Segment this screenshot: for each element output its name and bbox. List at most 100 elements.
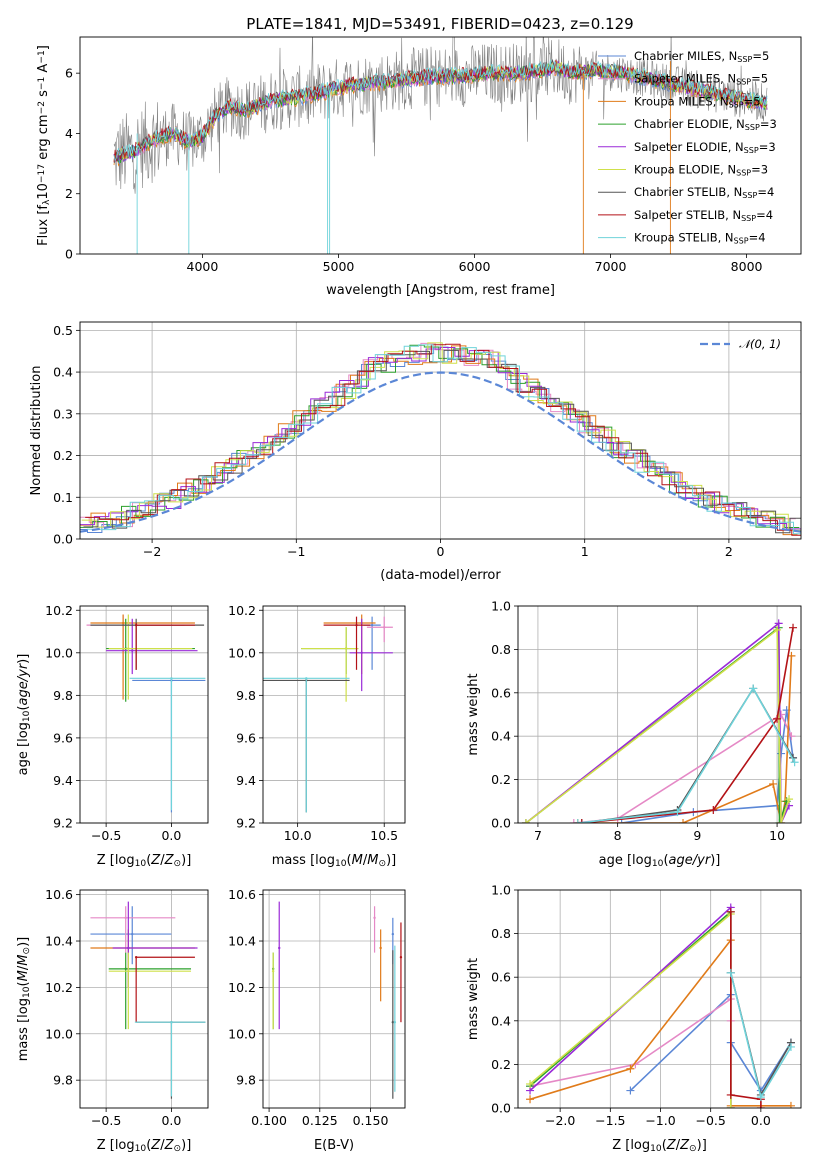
x-tick-label: 7 xyxy=(534,828,542,843)
x-tick-label: −2.0 xyxy=(545,1113,575,1128)
axes-border xyxy=(517,889,802,1109)
point-kroupa-stelib xyxy=(393,1020,397,1024)
legend-entry: Salpeter ELODIE, NSSP=3 xyxy=(634,140,776,155)
y-tick-label: 4 xyxy=(65,126,73,141)
weights-marker-salpeter-stelib xyxy=(773,714,782,723)
y-tick-label: 9.8 xyxy=(236,688,256,703)
point-kroupa-miles xyxy=(379,946,382,950)
y-tick-label: 9.4 xyxy=(53,773,73,788)
axes-frame: −0.5 0.0 9.2 9.4 9.6 9.8 10.0 10.2 xyxy=(45,603,209,843)
x-tick-label: 10.0 xyxy=(284,828,312,843)
axes-frame: −2 −1 0 1 2 0.0 0.1 0.2 0.3 0.4 0.5 xyxy=(53,321,802,559)
axes-frame: 10.0 10.5 9.2 9.4 9.6 9.8 10.0 10.2 xyxy=(228,603,406,843)
weights-line-kroupa-stelib xyxy=(577,686,796,823)
y-axis-label: mass [log10(M/M⊙)] xyxy=(16,937,32,1061)
x-axis-label: E(B-V) xyxy=(314,1138,354,1153)
plot-area xyxy=(86,614,206,813)
weights-line-salpeter-elodie xyxy=(525,621,790,823)
y-tick-label: 10.2 xyxy=(45,980,73,995)
legend-entry: 𝒩(0, 1) xyxy=(739,337,781,351)
x-axis-label: (data-model)/error xyxy=(380,568,501,583)
legend-entry: Chabrier MILES, NSSP=5 xyxy=(634,49,769,64)
normal-distribution-curve xyxy=(80,371,801,533)
axes-frame: −2.0 −1.5 −1.0 −0.5 0.0 0.0 0.2 0.4 0.6 0.8 1.0 xyxy=(491,883,802,1128)
weights-line-kroupa-elodie xyxy=(525,628,790,823)
y-tick-label: 10.0 xyxy=(45,645,73,660)
point-salpeter-stelib xyxy=(355,623,358,627)
x-tick-label: 10 xyxy=(769,828,785,843)
legend-entry: Kroupa ELODIE, NSSP=3 xyxy=(634,163,768,178)
y-axis-label: Normed distribution xyxy=(29,366,44,496)
x-tick-label: 0.0 xyxy=(161,1113,181,1128)
weights-marker-salpeter-stelib xyxy=(577,819,586,823)
spectrum-model-chabrier-stelib xyxy=(113,58,768,164)
axes-border xyxy=(79,605,209,824)
point-salpeter-elodie xyxy=(278,946,281,950)
y-tick-label: 10.4 xyxy=(45,934,73,949)
axes-border xyxy=(79,889,209,1109)
legend-entry: Salpeter MILES, NSSP=5 xyxy=(634,72,768,87)
weights-line-kroupa-miles xyxy=(577,655,793,823)
x-tick-label: 0.125 xyxy=(302,1113,338,1128)
weights-marker-kroupa-miles xyxy=(679,819,688,823)
plot-area xyxy=(80,342,801,536)
plot-area xyxy=(521,619,799,823)
point-chabrier-elodie xyxy=(124,967,127,971)
point-kroupa-elodie xyxy=(271,969,275,973)
point-salpeter-stelib xyxy=(399,956,403,959)
point-salpeter-stelib xyxy=(134,956,138,959)
point-salpeter-stelib xyxy=(134,623,138,627)
grid xyxy=(80,322,801,540)
y-tick-label: 0.6 xyxy=(491,970,511,985)
y-tick-label: 6 xyxy=(65,66,73,81)
y-tick-label: 1.0 xyxy=(491,883,511,898)
x-tick-label: 9 xyxy=(693,828,701,843)
residual-histogram-panel: −2 −1 0 1 2 0.0 0.1 0.2 0.3 0.4 0.5 (data-model)/er… xyxy=(29,321,802,583)
axes-frame: 4000 5000 6000 7000 8000 0 2 4 6 xyxy=(65,36,802,274)
x-tick-label: 0.0 xyxy=(161,828,181,843)
point-kroupa-elodie xyxy=(127,969,130,973)
point-chabrier-stelib xyxy=(391,1020,395,1024)
y-tick-label: 0.5 xyxy=(53,323,73,338)
y-tick-label: 0.4 xyxy=(53,365,73,380)
x-tick-label: 8 xyxy=(614,828,622,843)
weights-line-salpeter-stelib xyxy=(581,627,794,823)
y-tick-label: 2 xyxy=(65,186,73,201)
y-tick-label: 10.2 xyxy=(45,603,73,618)
y-tick-label: 0.8 xyxy=(491,642,511,657)
spectrum-model-kroupa-stelib xyxy=(113,59,768,163)
histogram-salpeter-stelib xyxy=(85,343,801,536)
y-tick-label: 0.0 xyxy=(491,816,511,831)
plot-area xyxy=(526,903,795,1108)
point-kroupa-miles xyxy=(121,621,125,625)
weights-marker-kroupa-elodie xyxy=(521,819,530,823)
axes-border xyxy=(517,605,802,824)
y-axis-label: mass weight xyxy=(466,673,481,755)
y-tick-label: 10.6 xyxy=(228,887,256,902)
age-vs-mass-panel: 10.0 10.5 9.2 9.4 9.6 9.8 10.0 10.2 mass [log10(… xyxy=(228,603,406,869)
x-tick-label: 0.0 xyxy=(751,1113,771,1128)
mass-vs-metallicity-panel: −0.5 0.0 9.8 10.0 10.2 10.4 10.6 Z [log10(Z/Z⊙)… xyxy=(16,887,209,1154)
y-tick-label: 0.2 xyxy=(53,448,73,463)
weights-marker-kroupa-stelib xyxy=(673,808,682,817)
x-tick-label: −0.5 xyxy=(696,1113,726,1128)
weights-marker-kroupa-stelib xyxy=(749,684,758,693)
x-axis-label: wavelength [Angstrom, rest frame] xyxy=(326,283,555,298)
weights-marker-kroupa-stelib xyxy=(790,758,799,767)
weights-marker-kroupa-stelib xyxy=(573,819,582,823)
x-tick-label: −2 xyxy=(143,544,161,559)
axes-border xyxy=(79,321,802,540)
y-tick-label: 0.2 xyxy=(491,772,511,787)
mass-weight-vs-age-panel: 7 8 9 10 0.0 0.2 0.4 0.6 0.8 1.0 age [log10(age/yr… xyxy=(466,599,802,869)
weights-marker-kroupa-elodie xyxy=(726,1104,735,1108)
axes-border xyxy=(79,36,802,255)
y-tick-label: 0.1 xyxy=(53,490,73,505)
spectrum-legend: Chabrier MILES, NSSP=5 Salpeter MILES, NS… xyxy=(598,49,777,246)
weights-marker-chabrier-elodie xyxy=(775,819,784,823)
mass-vs-ebv-panel: 0.100 0.125 0.150 9.8 10.0 10.2 10.4 10.6 E(B-V) xyxy=(228,887,406,1153)
y-tick-label: 9.6 xyxy=(236,730,256,745)
y-tick-label: 9.2 xyxy=(53,816,73,831)
y-tick-label: 1.0 xyxy=(491,599,511,614)
point-salpeter-elodie xyxy=(360,651,363,655)
histogram-kroupa-miles xyxy=(80,345,798,536)
